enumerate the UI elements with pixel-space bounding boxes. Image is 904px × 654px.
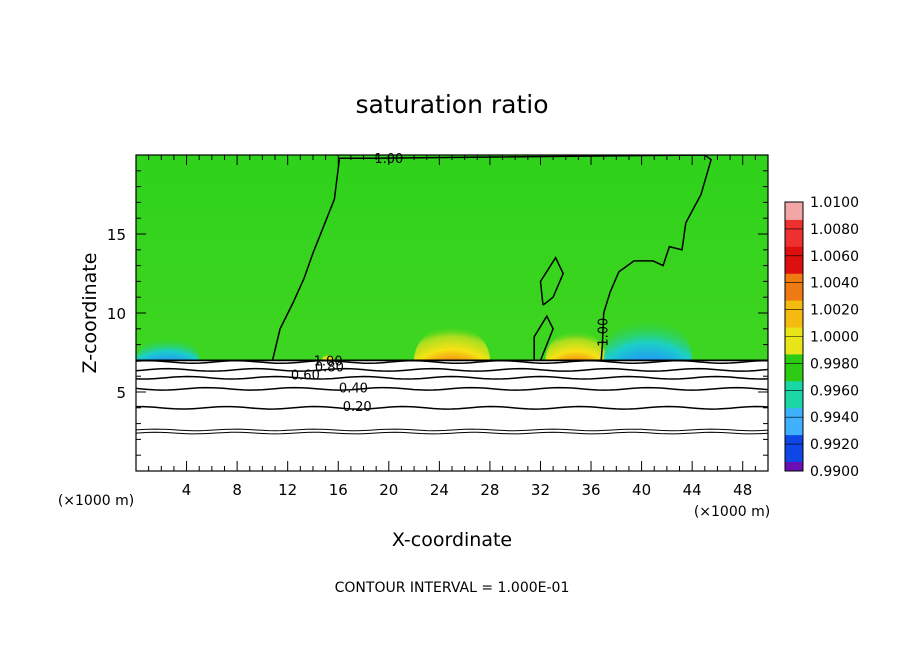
colorbar-swatch: [785, 462, 803, 472]
colorbar-swatch: [785, 372, 803, 382]
colorbar-swatch: [785, 210, 803, 221]
colorbar-swatch: [785, 219, 803, 230]
x-tick-label: 44: [683, 481, 702, 499]
colorbar-label: 1.0040: [810, 276, 859, 292]
y-axis-label: Z-coordinate: [79, 253, 101, 374]
colorbar-swatch: [785, 291, 803, 302]
x-tick-label: 20: [379, 481, 398, 499]
colorbar-swatch: [785, 282, 803, 293]
colorbar-swatch: [785, 309, 803, 320]
contour-label: 1.00: [374, 152, 403, 167]
colorbar-swatch: [785, 202, 803, 212]
colorbar-label: 1.0080: [810, 222, 859, 238]
contour-line: [136, 386, 768, 391]
colorbar-swatch: [785, 228, 803, 239]
x-unit-right: (×1000 m): [694, 504, 770, 520]
x-axis-label: X-coordinate: [392, 529, 512, 551]
colorbar-swatch: [785, 300, 803, 311]
colorbar-swatch: [785, 318, 803, 329]
colorbar-swatch: [785, 435, 803, 445]
colorbar-swatch: [785, 381, 803, 391]
colorbar-swatch: [785, 327, 803, 337]
colorbar-label: 0.9980: [810, 356, 859, 372]
contour-interval: CONTOUR INTERVAL = 1.000E-01: [335, 580, 570, 596]
colorbar-swatch: [785, 426, 803, 436]
contour-line: [136, 367, 768, 372]
x-tick-label: 12: [278, 481, 297, 499]
contour-line: [136, 375, 768, 380]
contour-label: 1.00: [596, 318, 611, 347]
colorbar-label: 0.9900: [810, 464, 859, 480]
y-axis-ticks: 5 10 15: [107, 170, 768, 456]
colorbar-swatch: [785, 336, 803, 346]
x-tick-label: 24: [430, 481, 449, 499]
contour-line: [136, 405, 768, 410]
colorbar-label: 1.0060: [810, 249, 859, 265]
colorbar-swatch: [785, 237, 803, 248]
colorbar-label: 1.0000: [810, 330, 859, 346]
colorbar-label: 0.9920: [810, 437, 859, 453]
x-tick-label: 16: [329, 481, 348, 499]
y-tick-label: 5: [116, 384, 126, 402]
x-tick-label: 32: [531, 481, 550, 499]
x-tick-label: 48: [733, 481, 752, 499]
colorbar-swatch: [785, 408, 803, 418]
colorbar-swatch: [785, 345, 803, 355]
colorbar-swatch: [785, 444, 803, 454]
contour-line: [136, 431, 768, 435]
colorbar-swatch: [785, 453, 803, 463]
x-tick-label: 4: [182, 481, 192, 499]
colorbar-swatch: [785, 246, 803, 257]
colorbar-swatch: [785, 273, 803, 284]
x-tick-label: 8: [232, 481, 242, 499]
contour-label: 0.80: [315, 361, 344, 376]
colorbar-swatch: [785, 390, 803, 400]
contour-label: 0.20: [343, 400, 372, 415]
colorbar-swatch: [785, 399, 803, 409]
contour-label: 1.00: [314, 354, 343, 369]
contour-line-1-00: [271, 155, 712, 361]
y-tick-label: 10: [107, 305, 126, 323]
colorbar-label: 1.0020: [810, 303, 859, 319]
contour-label: 0.40: [339, 381, 368, 396]
colorbar-label: 0.9960: [810, 383, 859, 399]
x-tick-label: 28: [480, 481, 499, 499]
colorbar-label: 0.9940: [810, 410, 859, 426]
contour-line-1-00: [533, 314, 554, 361]
colorbar-label: 1.0100: [810, 195, 859, 211]
chart-title: saturation ratio: [355, 90, 548, 119]
colorbar-swatch: [785, 363, 803, 373]
x-unit-left: (×1000 m): [58, 493, 134, 509]
contour-line-1-00: [539, 256, 565, 306]
x-tick-label: 36: [581, 481, 600, 499]
colorbar-swatch: [785, 264, 803, 275]
x-tick-label: 40: [632, 481, 651, 499]
colorbar-swatch: [785, 255, 803, 266]
colorbar: 1.0100 1.0080 1.0060 1.0040 1.0020 1.0000 0.99…: [784, 195, 859, 480]
contour-label: 0.60: [291, 369, 320, 384]
y-tick-label: 15: [107, 226, 126, 244]
x-axis-ticks: 4 8 12 16 20 24 28 32 36 40 44 48: [148, 155, 756, 499]
contour-line: [136, 428, 768, 432]
colorbar-swatch: [785, 417, 803, 427]
plot-area: [136, 155, 768, 471]
colorbar-swatch: [785, 354, 803, 364]
